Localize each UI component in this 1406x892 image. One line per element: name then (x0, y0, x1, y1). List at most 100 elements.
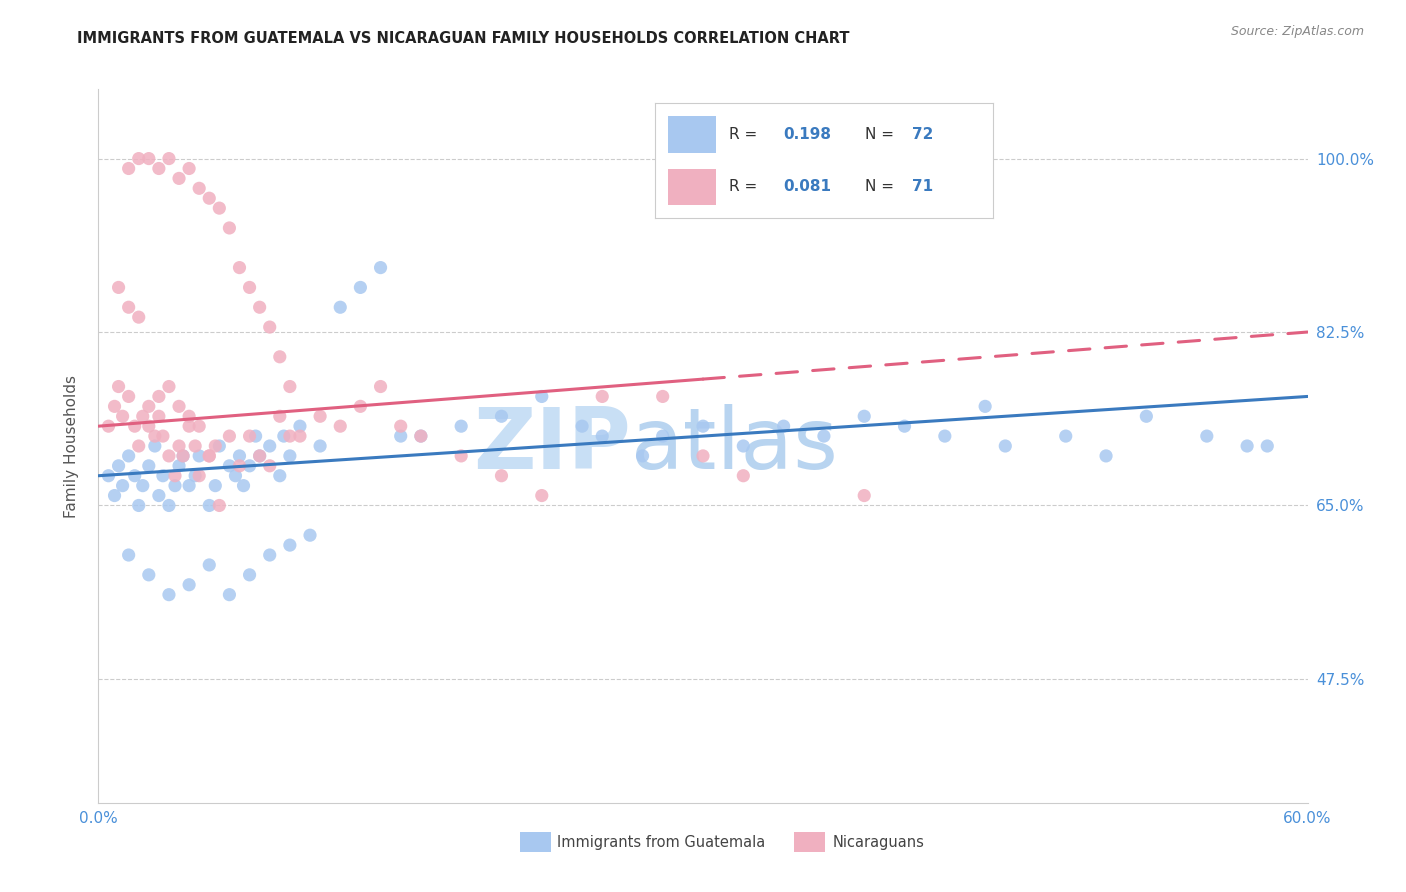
Point (329, 300, 352, 314)
Point (409, 429, 432, 443)
Point (184, 439, 207, 453)
Point (389, 429, 412, 443)
Point (138, 400, 160, 414)
Point (853, 489, 876, 503)
Point (157, 499, 180, 513)
Point (204, 478, 226, 492)
Point (591, 429, 613, 443)
Point (1236, 439, 1258, 453)
Point (228, 260, 250, 275)
Point (128, 499, 150, 513)
Point (107, 280, 129, 294)
Point (124, 419, 146, 434)
Point (853, 409, 876, 424)
Text: ZIP: ZIP (472, 404, 630, 488)
Point (138, 567, 160, 582)
Point (138, 458, 160, 473)
Point (370, 379, 392, 393)
Point (157, 379, 180, 393)
Point (239, 567, 262, 582)
Point (204, 439, 226, 453)
Point (148, 161, 170, 176)
Point (259, 439, 281, 453)
Point (157, 449, 180, 463)
Point (118, 300, 141, 314)
Point (208, 499, 231, 513)
Point (111, 409, 134, 424)
Point (172, 449, 194, 463)
Point (692, 419, 714, 434)
Point (974, 400, 997, 414)
Point (733, 468, 755, 483)
Point (218, 588, 240, 602)
Point (148, 489, 170, 503)
Point (118, 389, 141, 403)
Point (218, 429, 240, 443)
Point (124, 468, 146, 483)
Point (148, 409, 170, 424)
Point (198, 449, 221, 463)
Point (132, 478, 155, 492)
Text: Immigrants from Guatemala: Immigrants from Guatemala (557, 835, 765, 849)
Point (1054, 429, 1077, 443)
Point (198, 558, 221, 572)
Point (1256, 439, 1278, 453)
Point (651, 389, 673, 403)
Point (179, 419, 201, 434)
Point (107, 379, 129, 393)
Point (249, 449, 271, 463)
Point (218, 221, 240, 235)
Point (245, 429, 267, 443)
Point (278, 449, 301, 463)
Point (163, 478, 186, 492)
Y-axis label: Family Households: Family Households (65, 375, 79, 517)
Point (128, 152, 150, 166)
Point (111, 478, 134, 492)
Point (143, 429, 166, 443)
Point (208, 201, 231, 215)
Point (288, 429, 311, 443)
Point (299, 528, 322, 542)
Point (157, 152, 180, 166)
Point (450, 449, 472, 463)
Point (179, 161, 201, 176)
Point (118, 548, 141, 562)
Point (97, 419, 120, 434)
Point (138, 419, 160, 434)
Point (107, 458, 129, 473)
Point (491, 468, 513, 483)
Point (278, 538, 301, 552)
Point (239, 458, 262, 473)
Point (228, 458, 250, 473)
Point (278, 429, 301, 443)
Point (772, 419, 794, 434)
Point (733, 439, 755, 453)
Point (239, 429, 262, 443)
Point (273, 429, 295, 443)
Point (188, 419, 211, 434)
Point (278, 379, 301, 393)
Point (994, 439, 1017, 453)
Point (167, 171, 190, 186)
Point (450, 419, 472, 434)
Point (491, 409, 513, 424)
Point (198, 191, 221, 205)
Point (259, 458, 281, 473)
Point (692, 449, 714, 463)
Point (349, 400, 371, 414)
Point (571, 419, 593, 434)
Point (309, 439, 332, 453)
Point (370, 260, 392, 275)
Point (288, 419, 311, 434)
Point (148, 389, 170, 403)
Point (224, 468, 246, 483)
Point (409, 429, 432, 443)
Point (188, 449, 211, 463)
Text: atlas: atlas (630, 404, 838, 488)
Point (349, 280, 371, 294)
Point (179, 478, 201, 492)
Text: Source: ZipAtlas.com: Source: ZipAtlas.com (1230, 25, 1364, 38)
Point (309, 409, 332, 424)
Point (157, 588, 180, 602)
Point (934, 429, 956, 443)
